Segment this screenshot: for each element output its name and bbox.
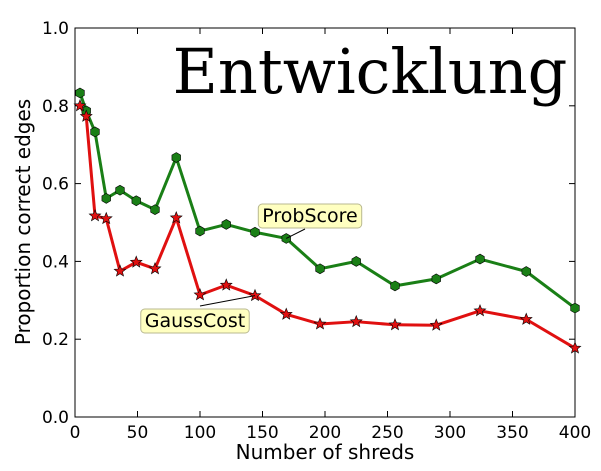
data-point-gausscost	[248, 288, 262, 302]
data-point-gausscost	[99, 211, 113, 225]
annotation-box	[140, 308, 250, 334]
data-point-probscore	[521, 266, 531, 277]
data-point-probscore	[115, 184, 125, 196]
data-point-gausscost	[169, 211, 183, 224]
data-point-gausscost	[79, 109, 93, 122]
annotation-text: ProbScore	[262, 205, 357, 227]
annotation-text: GaussCost	[145, 310, 245, 332]
data-point-probscore	[390, 280, 400, 292]
data-point-probscore	[171, 152, 181, 163]
y-axis-label: Proportion correct edges	[11, 99, 35, 345]
data-point-gausscost	[568, 341, 582, 354]
y-tick-label: 0.8	[42, 97, 69, 117]
x-tick-label: 50	[127, 423, 149, 443]
data-point-probscore	[351, 256, 361, 267]
data-point-gausscost	[88, 209, 102, 222]
data-point-gausscost	[429, 318, 443, 331]
x-tick-label: 150	[246, 423, 278, 443]
data-point-probscore	[90, 126, 100, 138]
x-axis-label: Number of shreds	[236, 440, 415, 464]
word-image: Entwicklung	[173, 35, 568, 108]
data-point-probscore	[570, 302, 580, 314]
data-point-probscore	[150, 204, 160, 216]
data-point-probscore	[315, 263, 325, 275]
x-tick-label: 350	[496, 423, 528, 443]
data-point-probscore	[431, 273, 441, 285]
x-tick-label: 400	[559, 423, 591, 443]
x-tick-label: 300	[434, 423, 466, 443]
y-tick-label: 1.0	[42, 19, 69, 39]
data-point-gausscost	[519, 312, 533, 325]
data-point-probscore	[250, 226, 260, 238]
data-point-gausscost	[113, 264, 127, 277]
y-tick-label: 0.2	[42, 330, 69, 350]
data-point-gausscost	[129, 255, 143, 268]
data-point-probscore	[195, 225, 205, 237]
annotation-leader	[199, 295, 256, 307]
data-point-gausscost	[148, 261, 162, 275]
data-point-probscore	[281, 233, 291, 244]
x-tick-label: 100	[184, 423, 216, 443]
data-point-gausscost	[219, 278, 233, 291]
x-tick-label: 250	[371, 423, 403, 443]
data-point-probscore	[75, 87, 85, 99]
data-point-gausscost	[388, 317, 402, 331]
annotation-box	[257, 203, 363, 229]
data-point-gausscost	[473, 303, 487, 317]
data-point-probscore	[475, 253, 485, 265]
y-tick-label: 0.4	[42, 252, 69, 272]
annotation-gausscost: GaussCost	[140, 295, 256, 334]
data-point-gausscost	[73, 98, 87, 112]
data-point-gausscost	[313, 317, 327, 330]
data-point-probscore	[101, 193, 111, 204]
data-point-gausscost	[193, 288, 207, 301]
y-tick-label: 0.0	[42, 408, 69, 428]
data-point-probscore	[221, 219, 231, 230]
data-point-probscore	[131, 195, 141, 207]
annotation-leader	[286, 228, 306, 239]
data-point-gausscost	[349, 314, 363, 328]
data-point-gausscost	[279, 307, 293, 320]
y-tick-label: 0.6	[42, 175, 69, 195]
x-tick-label: 200	[309, 423, 341, 443]
x-tick-label: 0	[70, 423, 81, 443]
annotation-probscore: ProbScore	[257, 203, 363, 239]
